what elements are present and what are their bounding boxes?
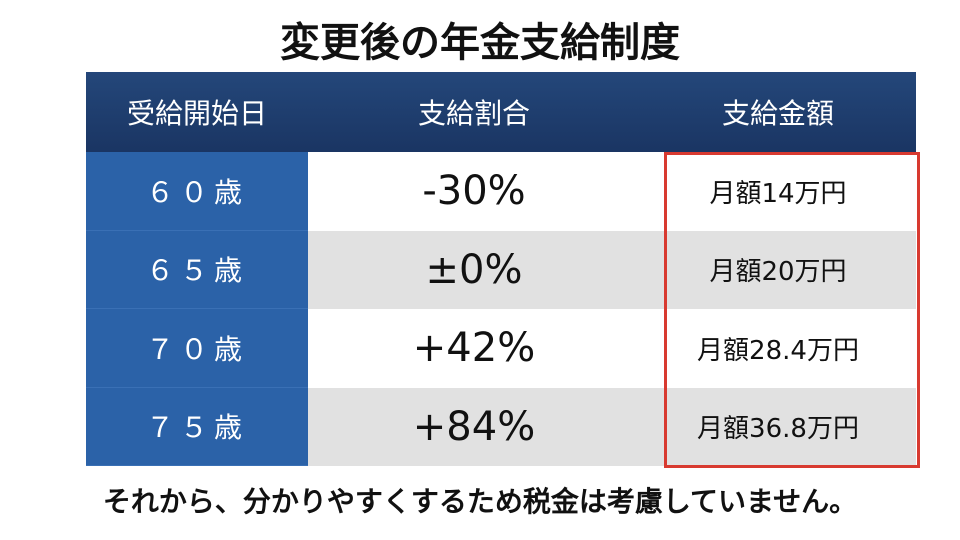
table-cell: ±0%	[308, 230, 640, 309]
title: 変更後の年金支給制度	[280, 20, 680, 66]
table-cell: -30%	[308, 152, 640, 231]
table-row: ６５歳 ±0% 月額20万円	[86, 230, 916, 309]
table-cell: ６０歳	[86, 152, 308, 231]
table-cell: +84%	[308, 387, 640, 466]
column-header: 支給割合	[417, 97, 530, 130]
table-row: ７０歳 +42% 月額28.4万円	[86, 309, 916, 388]
column-header: 受給開始日	[126, 97, 267, 130]
table-cell: +42%	[308, 309, 640, 388]
table-cell: 月額28.4万円	[640, 309, 916, 388]
table-cell: 月額20万円	[640, 230, 916, 309]
footnote: それから、分かりやすくするため税金は考慮していません。	[102, 485, 858, 518]
table-cell: ６５歳	[86, 230, 308, 309]
column-header: 支給金額	[721, 97, 834, 130]
table-row: ７５歳 +84% 月額36.8万円	[86, 387, 916, 466]
table-row: ６０歳 -30% 月額14万円	[86, 152, 916, 231]
table-cell: 月額14万円	[640, 152, 916, 231]
highlight-box	[664, 152, 920, 468]
table-cell: ７０歳	[86, 309, 308, 388]
table: 受給開始日 支給割合 支給金額 ６０歳 -30% 月額14万円 ６５歳 ±0% 月額20万円 ７…	[86, 72, 916, 466]
table-header: 受給開始日 支給割合 支給金額	[86, 72, 916, 152]
table-cell: ７５歳	[86, 387, 308, 466]
table-cell: 月額36.8万円	[640, 387, 916, 466]
